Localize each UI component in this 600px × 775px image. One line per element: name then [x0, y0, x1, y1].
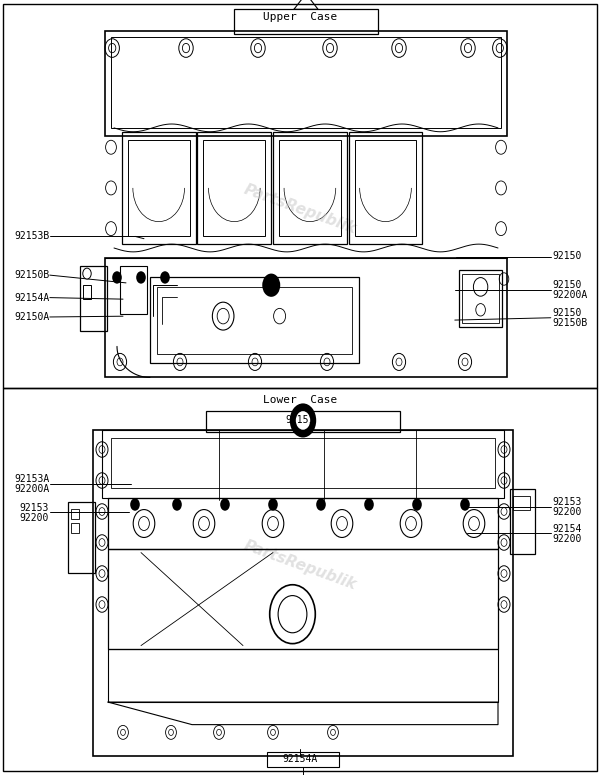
Bar	[150, 277, 359, 363]
Text: 92200A: 92200A	[552, 291, 587, 300]
Text: 92154A: 92154A	[14, 293, 49, 302]
Bar	[122, 132, 196, 244]
Circle shape	[83, 268, 91, 279]
Bar	[93, 430, 513, 756]
Text: Upper  Case: Upper Case	[263, 12, 337, 22]
Circle shape	[316, 498, 326, 511]
Circle shape	[112, 271, 122, 284]
Bar	[108, 549, 498, 649]
Bar	[206, 411, 400, 432]
Text: 92200A: 92200A	[14, 484, 49, 494]
Bar	[102, 430, 504, 498]
Text: 92154A: 92154A	[283, 755, 317, 764]
Text: 92200: 92200	[20, 513, 49, 522]
Bar	[513, 497, 530, 511]
Bar	[83, 285, 91, 299]
Bar	[105, 258, 507, 377]
Bar	[80, 266, 107, 332]
Bar	[157, 287, 352, 354]
Text: 92153A: 92153A	[14, 474, 49, 484]
Bar	[111, 438, 495, 488]
Bar	[68, 501, 95, 574]
Bar	[462, 274, 499, 323]
Text: 92151: 92151	[286, 415, 314, 425]
Circle shape	[296, 412, 310, 430]
Bar	[459, 270, 502, 327]
Text: 92153B: 92153B	[14, 232, 49, 241]
Circle shape	[136, 271, 146, 284]
Circle shape	[290, 404, 316, 438]
Bar	[108, 498, 498, 549]
Text: 92150B: 92150B	[14, 270, 49, 280]
Circle shape	[130, 498, 140, 511]
Bar	[267, 752, 339, 767]
Bar	[510, 489, 535, 554]
Bar	[279, 140, 341, 236]
Bar	[233, 9, 379, 34]
Text: PartsRepublik: PartsRepublik	[242, 539, 358, 593]
Text: 92200: 92200	[552, 534, 581, 543]
Bar	[203, 140, 265, 236]
Bar	[108, 649, 498, 702]
Text: 92153: 92153	[20, 503, 49, 512]
Circle shape	[364, 498, 374, 511]
Bar	[105, 31, 507, 136]
Text: 92150B: 92150B	[552, 319, 587, 328]
Bar	[355, 140, 416, 236]
Circle shape	[172, 498, 182, 511]
Bar	[120, 266, 147, 314]
Bar	[3, 388, 597, 771]
Text: 92200: 92200	[552, 508, 581, 517]
Bar	[71, 509, 79, 518]
Bar	[349, 132, 422, 244]
Circle shape	[220, 498, 230, 511]
Text: 92154: 92154	[552, 524, 581, 533]
Bar	[197, 132, 271, 244]
Bar	[128, 140, 190, 236]
Bar	[111, 37, 501, 128]
Text: 92150: 92150	[552, 281, 581, 290]
Text: 92150A: 92150A	[14, 312, 49, 322]
Text: 92150: 92150	[552, 251, 581, 260]
Circle shape	[268, 498, 278, 511]
Circle shape	[412, 498, 422, 511]
Bar	[273, 132, 347, 244]
Text: Lower  Case: Lower Case	[263, 395, 337, 405]
Circle shape	[262, 274, 280, 297]
Circle shape	[460, 498, 470, 511]
Bar	[71, 523, 79, 532]
Text: PartsRepublik: PartsRepublik	[242, 182, 358, 236]
Text: 92153: 92153	[552, 498, 581, 507]
Text: 92150: 92150	[552, 308, 581, 318]
Circle shape	[160, 271, 170, 284]
Bar	[3, 4, 597, 388]
